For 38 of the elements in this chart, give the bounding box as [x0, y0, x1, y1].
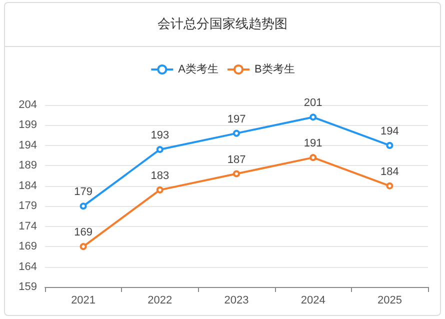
y-tick-label: 179	[18, 200, 37, 212]
point	[233, 170, 240, 178]
point	[386, 142, 394, 149]
point	[233, 130, 240, 137]
y-tick-label: 194	[18, 139, 37, 152]
point	[310, 154, 317, 162]
y-tick-label: 174	[18, 220, 37, 232]
point	[80, 243, 87, 250]
chart-title: 会计总分国家线趋势图	[5, 3, 440, 47]
legend-label: A类考生	[178, 62, 219, 76]
x-tick-label: 2023	[224, 294, 249, 306]
x-tick-label: 2022	[148, 294, 172, 306]
y-tick-label: 199	[18, 119, 37, 132]
data-label: 197	[227, 113, 246, 126]
y-tick-label: 189	[18, 160, 37, 172]
x-tick-label: 2025	[377, 294, 402, 306]
data-label: 187	[227, 154, 246, 166]
point	[310, 114, 317, 121]
y-tick-label: 184	[18, 180, 37, 192]
data-label: 194	[380, 125, 399, 138]
data-label: 169	[74, 226, 92, 239]
point	[80, 202, 87, 210]
point	[386, 182, 394, 190]
data-label: 183	[150, 170, 170, 182]
x-tick-label: 2021	[71, 294, 96, 306]
point	[156, 146, 164, 153]
legend-label: B类考生	[254, 62, 295, 76]
data-label: 191	[304, 138, 322, 150]
data-label: 201	[304, 97, 322, 110]
y-tick-label: 159	[18, 281, 37, 293]
y-tick-label: 204	[18, 99, 37, 111]
data-label: 179	[74, 186, 92, 198]
point	[156, 186, 164, 194]
data-label: 193	[150, 129, 170, 142]
data-label: 184	[380, 166, 399, 178]
y-tick-label: 164	[18, 260, 37, 273]
x-tick-label: 2024	[300, 294, 326, 306]
y-tick-label: 169	[18, 240, 37, 253]
